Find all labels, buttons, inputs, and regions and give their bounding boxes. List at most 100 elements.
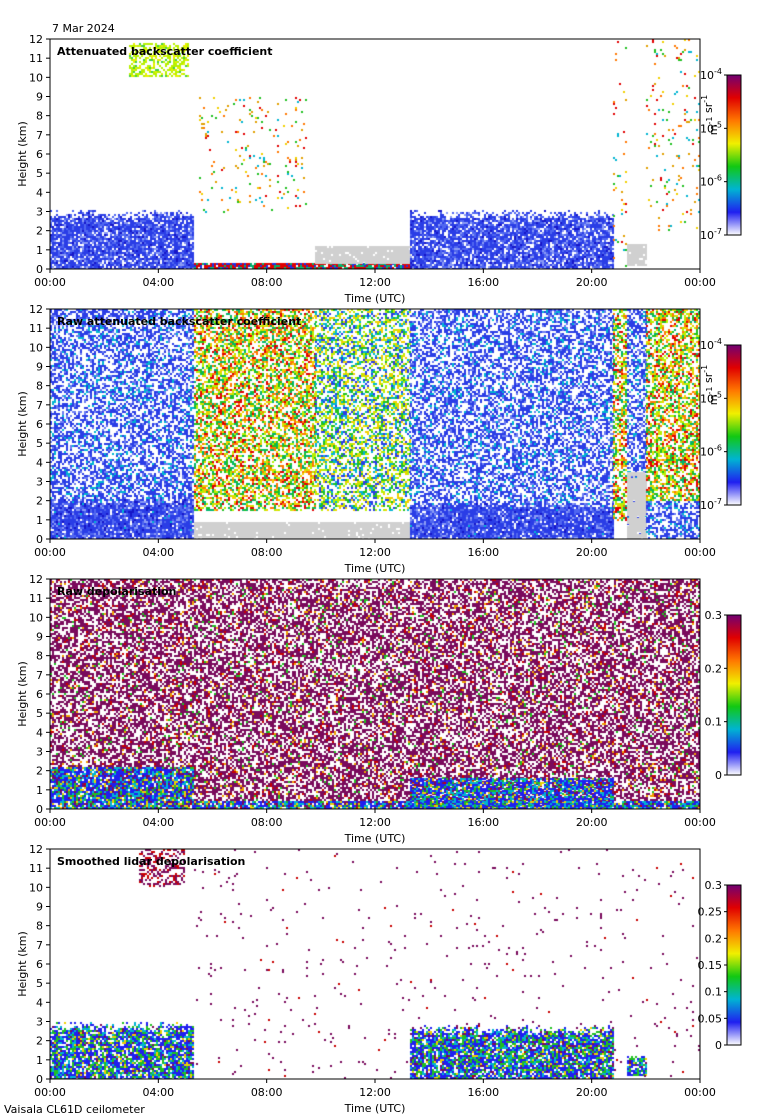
x-tick-label: 00:00 bbox=[684, 276, 716, 289]
x-tick-label: 16:00 bbox=[467, 1086, 499, 1099]
y-tick-label: 1 bbox=[36, 1054, 43, 1067]
x-tick-label: 20:00 bbox=[576, 546, 608, 559]
colorbar-tick-label: 0.3 bbox=[705, 879, 723, 892]
colorbar-tick-label: 10-6 bbox=[700, 444, 722, 459]
y-tick-label: 11 bbox=[29, 592, 43, 605]
x-tick-label: 12:00 bbox=[359, 276, 391, 289]
y-axis-title: Height (km) bbox=[16, 391, 29, 457]
y-tick-label: 10 bbox=[29, 71, 43, 84]
y-tick-label: 5 bbox=[36, 707, 43, 720]
y-tick-label: 7 bbox=[36, 129, 43, 142]
instrument-label: Vaisala CL61D ceilometer bbox=[4, 1103, 145, 1116]
colorbar-unit-label: m-1 sr-1 bbox=[700, 365, 720, 405]
colorbar-tick-label: 0.1 bbox=[705, 986, 723, 999]
y-tick-label: 9 bbox=[36, 91, 43, 104]
x-tick-label: 04:00 bbox=[142, 816, 174, 829]
colorbar: 0 0.1 0.2 0.3 bbox=[705, 609, 742, 782]
y-tick-label: 6 bbox=[36, 148, 43, 161]
x-tick-label: 16:00 bbox=[467, 546, 499, 559]
y-tick-label: 3 bbox=[36, 206, 43, 219]
x-tick-label: 12:00 bbox=[359, 816, 391, 829]
y-tick-label: 6 bbox=[36, 418, 43, 431]
x-axis-title: Time (UTC) bbox=[344, 292, 406, 305]
y-tick-label: 10 bbox=[29, 611, 43, 624]
colorbar-tick-label: 0.2 bbox=[705, 662, 723, 675]
y-tick-label: 0 bbox=[36, 803, 43, 816]
y-tick-label: 6 bbox=[36, 688, 43, 701]
y-tick-label: 4 bbox=[36, 996, 43, 1009]
colorbar-tick-label: 0 bbox=[715, 1039, 722, 1052]
y-tick-label: 3 bbox=[36, 1016, 43, 1029]
y-tick-label: 0 bbox=[36, 263, 43, 276]
y-tick-label: 9 bbox=[36, 901, 43, 914]
y-tick-label: 10 bbox=[29, 881, 43, 894]
y-tick-label: 2 bbox=[36, 225, 43, 238]
y-tick-label: 3 bbox=[36, 476, 43, 489]
panels: Attenuated backscatter coefficient012345… bbox=[16, 33, 742, 1115]
y-axis-title: Height (km) bbox=[16, 661, 29, 727]
y-tick-label: 1 bbox=[36, 244, 43, 257]
x-axis-title: Time (UTC) bbox=[344, 1102, 406, 1115]
x-tick-label: 16:00 bbox=[467, 276, 499, 289]
colorbar-tick-label: 10-4 bbox=[700, 67, 722, 82]
colorbar-tick-label: 0 bbox=[715, 769, 722, 782]
y-tick-label: 9 bbox=[36, 361, 43, 374]
panel-1: Attenuated backscatter coefficient012345… bbox=[16, 33, 742, 305]
x-tick-label: 08:00 bbox=[251, 1086, 283, 1099]
x-tick-label: 12:00 bbox=[359, 546, 391, 559]
x-axis-title: Time (UTC) bbox=[344, 832, 406, 845]
y-tick-label: 8 bbox=[36, 920, 43, 933]
panel-3: Raw depolarisation0123456789101112Height… bbox=[16, 573, 742, 845]
x-tick-label: 12:00 bbox=[359, 1086, 391, 1099]
y-tick-label: 0 bbox=[36, 1073, 43, 1086]
x-axis-title: Time (UTC) bbox=[344, 562, 406, 575]
y-tick-label: 12 bbox=[29, 573, 43, 586]
colorbar-tick-label: 0.2 bbox=[705, 932, 723, 945]
y-axis-title: Height (km) bbox=[16, 931, 29, 997]
x-tick-label: 20:00 bbox=[576, 1086, 608, 1099]
colorbar: 10-710-610-510-4m-1 sr-1 bbox=[700, 337, 742, 512]
panel-title: Raw depolarisation bbox=[57, 585, 176, 598]
colorbar: 10-710-610-510-4m-1 sr-1 bbox=[700, 67, 742, 242]
x-tick-label: 00:00 bbox=[34, 1086, 66, 1099]
data-raster bbox=[50, 579, 700, 809]
y-tick-label: 9 bbox=[36, 631, 43, 644]
x-tick-label: 00:00 bbox=[34, 546, 66, 559]
colorbar-gradient bbox=[726, 884, 742, 1046]
colorbar-tick-label: 0.3 bbox=[705, 609, 723, 622]
y-tick-label: 5 bbox=[36, 977, 43, 990]
y-tick-label: 11 bbox=[29, 52, 43, 65]
colorbar-tick-label: 0.25 bbox=[698, 906, 723, 919]
y-tick-label: 5 bbox=[36, 167, 43, 180]
x-tick-label: 20:00 bbox=[576, 816, 608, 829]
x-tick-label: 00:00 bbox=[34, 276, 66, 289]
colorbar-unit-label: m-1 sr-1 bbox=[700, 95, 720, 135]
y-tick-label: 2 bbox=[36, 765, 43, 778]
y-tick-label: 4 bbox=[36, 186, 43, 199]
x-tick-label: 16:00 bbox=[467, 816, 499, 829]
panel-title: Smoothed lidar depolarisation bbox=[57, 855, 245, 868]
y-tick-label: 7 bbox=[36, 939, 43, 952]
y-tick-label: 5 bbox=[36, 437, 43, 450]
y-tick-label: 12 bbox=[29, 843, 43, 856]
y-tick-label: 7 bbox=[36, 399, 43, 412]
colorbar-gradient bbox=[726, 74, 742, 236]
y-tick-label: 8 bbox=[36, 650, 43, 663]
colorbar-tick-label: 10-6 bbox=[700, 174, 722, 189]
colorbar: 0 0.05 0.1 0.15 0.2 0.25 0.3 bbox=[698, 879, 742, 1052]
y-tick-label: 8 bbox=[36, 110, 43, 123]
y-tick-label: 0 bbox=[36, 533, 43, 546]
colorbar-gradient bbox=[726, 614, 742, 776]
y-tick-label: 4 bbox=[36, 456, 43, 469]
y-tick-label: 10 bbox=[29, 341, 43, 354]
panel-4: Smoothed lidar depolarisation01234567891… bbox=[16, 843, 742, 1115]
colorbar-tick-label: 10-7 bbox=[700, 497, 722, 512]
x-tick-label: 20:00 bbox=[576, 276, 608, 289]
y-tick-label: 4 bbox=[36, 726, 43, 739]
x-tick-label: 00:00 bbox=[684, 1086, 716, 1099]
y-axis-title: Height (km) bbox=[16, 121, 29, 187]
x-tick-label: 04:00 bbox=[142, 1086, 174, 1099]
x-tick-label: 04:00 bbox=[142, 546, 174, 559]
colorbar-tick-label: 10-7 bbox=[700, 227, 722, 242]
